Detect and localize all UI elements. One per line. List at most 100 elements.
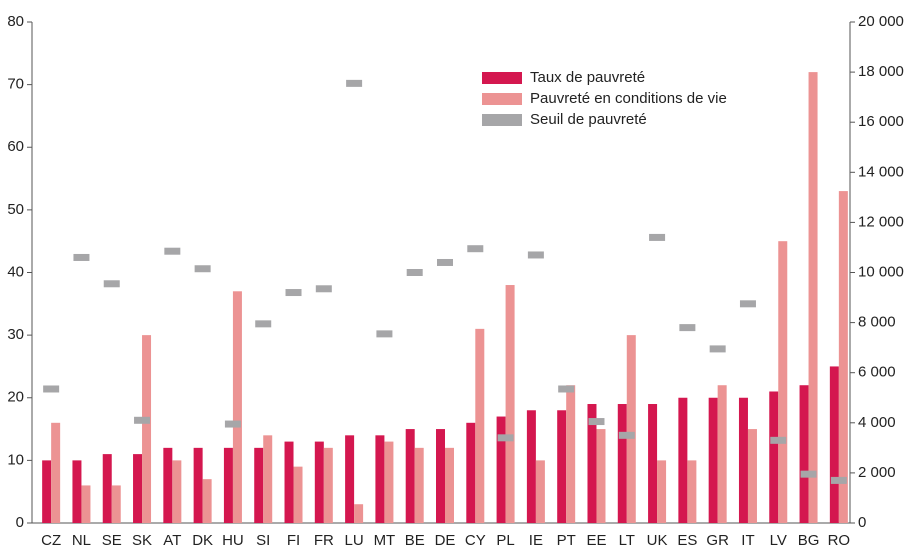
x-tick-label: IE [529, 532, 543, 549]
threshold-marker [437, 258, 453, 266]
y-tick-label: 40 [7, 263, 24, 280]
bar [657, 460, 667, 523]
bar [648, 404, 658, 523]
x-tick-label: ES [677, 532, 697, 549]
legend-label: Seuil de pauvreté [530, 111, 647, 128]
y2-tick-label: 4 000 [858, 414, 896, 431]
bar [293, 466, 303, 523]
legend-swatch [482, 72, 522, 84]
x-tick-label: SE [102, 532, 122, 549]
y-tick-label: 20 [7, 389, 24, 406]
threshold-marker [73, 253, 90, 261]
threshold-marker [679, 324, 696, 332]
threshold-marker [315, 285, 332, 293]
threshold-marker [406, 269, 423, 276]
bar [708, 397, 718, 523]
bar [42, 460, 52, 523]
legend-label: Taux de pauvreté [530, 69, 645, 86]
y-tick-label: 50 [7, 201, 24, 218]
bar [354, 504, 364, 523]
bar [202, 479, 212, 523]
x-tick-label: AT [163, 532, 181, 549]
threshold-marker [164, 247, 181, 255]
y2-tick-label: 2 000 [858, 464, 896, 481]
threshold-marker [497, 434, 514, 442]
y2-tick-label: 10 000 [858, 263, 904, 280]
y2-tick-label: 20 000 [858, 13, 904, 30]
threshold-marker [134, 416, 151, 424]
x-tick-label: BG [798, 532, 820, 549]
threshold-marker [830, 476, 847, 484]
threshold-marker [588, 418, 605, 426]
bar [405, 429, 415, 523]
bar [323, 447, 333, 523]
threshold-marker [467, 245, 484, 253]
x-tick-label: LV [770, 532, 787, 549]
x-tick-label: PL [496, 532, 514, 549]
bar [284, 441, 294, 523]
x-tick-label: CZ [41, 532, 61, 549]
x-tick-label: DK [192, 532, 213, 549]
bar [808, 72, 818, 523]
x-tick-label: PT [557, 532, 576, 549]
bar [163, 447, 173, 523]
x-tick-label: EE [586, 532, 606, 549]
bar [81, 485, 91, 523]
bar [314, 441, 324, 523]
threshold-marker [103, 280, 120, 288]
bar [587, 404, 597, 523]
bar [626, 335, 636, 523]
bar [384, 441, 394, 523]
y-tick-label: 0 [16, 514, 24, 531]
y-tick-label: 60 [7, 138, 24, 155]
y2-tick-label: 18 000 [858, 63, 904, 80]
x-tick-label: DE [435, 532, 456, 549]
y2-tick-label: 0 [858, 514, 866, 531]
bar [232, 291, 242, 523]
bar [172, 460, 182, 523]
threshold-marker [194, 265, 211, 273]
threshold-marker [558, 385, 575, 393]
bar [263, 435, 273, 523]
legend-label: Pauvreté en conditions de vie [530, 90, 727, 107]
x-tick-label: BE [405, 532, 425, 549]
bar [747, 429, 757, 523]
bar [133, 454, 143, 523]
bar [535, 460, 545, 523]
threshold-marker [649, 233, 666, 241]
threshold-marker [618, 431, 635, 439]
threshold-marker [709, 345, 726, 353]
bar [526, 410, 536, 523]
bar [769, 391, 779, 523]
bar [617, 404, 627, 523]
bar [375, 435, 385, 523]
x-tick-label: LT [619, 532, 635, 549]
y2-tick-label: 8 000 [858, 314, 896, 331]
threshold-marker [739, 300, 756, 308]
x-tick-label: SK [132, 532, 152, 549]
y2-tick-label: 14 000 [858, 163, 904, 180]
bar [345, 435, 355, 523]
bar [102, 454, 112, 523]
y-tick-label: 80 [7, 13, 24, 30]
bar [799, 385, 809, 523]
y2-tick-label: 16 000 [858, 113, 904, 130]
y-tick-label: 70 [7, 76, 24, 93]
bar [687, 460, 697, 523]
legend-swatch [482, 93, 522, 105]
bar [496, 416, 506, 523]
threshold-marker [376, 330, 393, 338]
bar [778, 241, 788, 523]
x-tick-label: MT [374, 532, 396, 549]
x-tick-label: HU [222, 532, 244, 549]
threshold-marker [255, 320, 272, 328]
x-tick-label: IT [741, 532, 754, 549]
bar [838, 191, 848, 523]
threshold-marker [770, 436, 787, 444]
x-tick-label: SI [256, 532, 270, 549]
bar [557, 410, 567, 523]
y-tick-label: 30 [7, 326, 24, 343]
legend-swatch [482, 114, 522, 126]
bar [142, 335, 152, 523]
